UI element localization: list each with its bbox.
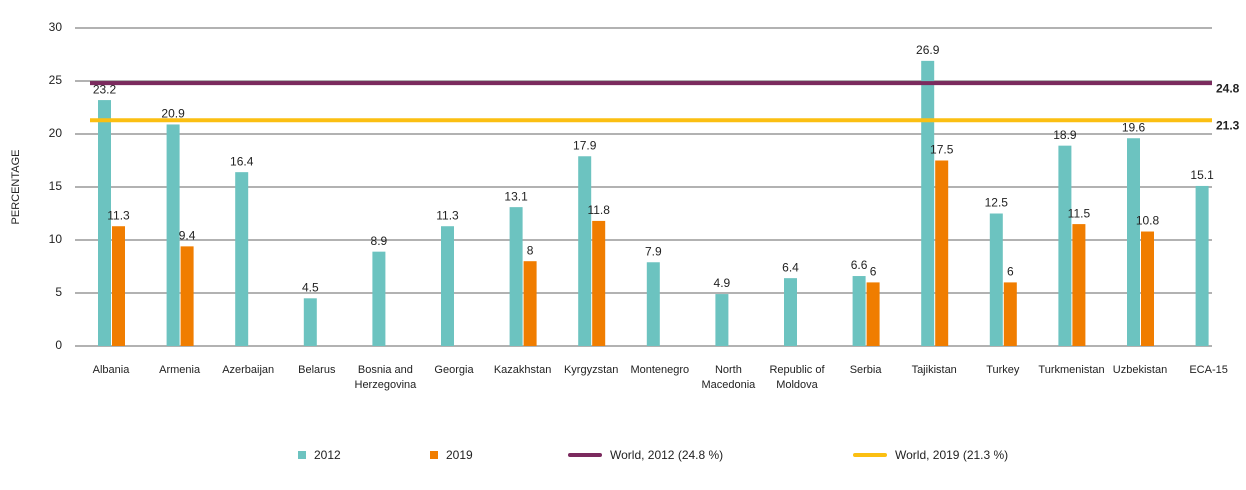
x-tick-label: Albania xyxy=(92,364,130,376)
value-label: 13.1 xyxy=(504,189,528,203)
bar xyxy=(235,172,249,346)
bar xyxy=(372,251,386,346)
y-tick-label: 10 xyxy=(49,232,63,246)
value-label: 6 xyxy=(1007,265,1014,279)
value-label: 12.5 xyxy=(985,196,1009,210)
y-tick-label: 15 xyxy=(49,179,63,193)
bar xyxy=(1141,231,1154,346)
reference-label: 21.3 xyxy=(1216,118,1240,132)
bar xyxy=(852,276,866,346)
bar xyxy=(509,207,523,346)
value-label: 11.3 xyxy=(436,208,459,222)
value-label: 18.9 xyxy=(1053,128,1077,142)
bar xyxy=(1072,224,1086,346)
bar xyxy=(1127,138,1140,346)
reference-label: 24.8 xyxy=(1216,81,1240,95)
legend-label: 2019 xyxy=(446,448,473,462)
value-label: 6.6 xyxy=(851,258,868,272)
x-tick-label: Tajikistan xyxy=(911,364,957,376)
y-tick-label: 5 xyxy=(55,285,62,299)
value-label: 10.8 xyxy=(1136,214,1160,228)
x-tick-label: Turkmenistan xyxy=(1038,364,1105,376)
legend-label: World, 2012 (24.8 %) xyxy=(610,448,723,462)
value-label: 26.9 xyxy=(916,43,940,57)
value-label: 4.9 xyxy=(714,276,731,290)
value-label: 20.9 xyxy=(161,107,185,121)
value-label: 6.4 xyxy=(782,260,799,274)
x-tick-label: Armenia xyxy=(159,364,201,376)
y-tick-label: 20 xyxy=(49,126,63,140)
legend-swatch xyxy=(298,451,306,459)
value-label: 11.8 xyxy=(587,203,610,217)
x-tick-label: Montenegro xyxy=(630,364,690,376)
x-tick-label: Georgia xyxy=(434,364,474,376)
bar xyxy=(1058,145,1072,346)
bar xyxy=(112,226,125,346)
x-tick-label: Serbia xyxy=(849,364,882,376)
value-label: 16.4 xyxy=(230,154,254,168)
value-label: 23.2 xyxy=(93,82,117,96)
value-label: 17.9 xyxy=(573,138,597,152)
x-tick-label: Kazakhstan xyxy=(493,364,552,376)
x-tick-label: Azerbaijan xyxy=(222,364,275,376)
bar xyxy=(523,261,537,346)
legend-swatch xyxy=(430,451,438,459)
bar xyxy=(180,246,194,346)
x-tick-label: Uzbekistan xyxy=(1112,364,1168,376)
y-tick-label: 25 xyxy=(49,73,63,87)
bar xyxy=(921,60,935,347)
value-label: 8.9 xyxy=(371,234,388,248)
x-tick-label: Bosnia and Herzegovina xyxy=(354,364,417,391)
y-axis-label: PERCENTAGE xyxy=(10,150,22,225)
bar xyxy=(441,226,454,346)
bar xyxy=(935,160,949,346)
value-label: 11.5 xyxy=(1068,206,1091,220)
bar xyxy=(303,298,317,346)
bar xyxy=(784,278,797,346)
bar xyxy=(866,282,880,346)
x-tick-label: Kyrgyzstan xyxy=(563,364,619,376)
bar xyxy=(989,213,1003,346)
value-label: 9.4 xyxy=(179,229,196,243)
y-tick-label: 0 xyxy=(55,338,62,352)
bar xyxy=(578,156,592,346)
bar xyxy=(166,124,180,347)
legend-label: 2012 xyxy=(314,448,341,462)
bar xyxy=(98,100,111,346)
value-label: 19.6 xyxy=(1122,120,1146,134)
value-label: 17.5 xyxy=(930,143,954,157)
legend-label: World, 2019 (21.3 %) xyxy=(895,448,1008,462)
value-label: 7.9 xyxy=(645,244,662,258)
bar xyxy=(646,262,660,346)
y-tick-label: 30 xyxy=(49,20,63,34)
value-label: 11.3 xyxy=(107,208,130,222)
bar xyxy=(1003,282,1017,346)
bar xyxy=(1195,185,1209,346)
value-label: 15.1 xyxy=(1190,168,1214,182)
x-tick-label: Turkey xyxy=(986,364,1020,376)
bar xyxy=(715,294,729,346)
x-tick-label: Belarus xyxy=(298,364,336,376)
value-label: 8 xyxy=(527,243,534,257)
value-label: 4.5 xyxy=(302,280,319,294)
bar xyxy=(592,220,606,346)
x-tick-label: Republic of Moldova xyxy=(769,364,825,391)
value-label: 6 xyxy=(870,265,877,279)
x-tick-label: North Macedonia xyxy=(701,364,756,391)
x-tick-label: ECA-15 xyxy=(1189,364,1228,376)
